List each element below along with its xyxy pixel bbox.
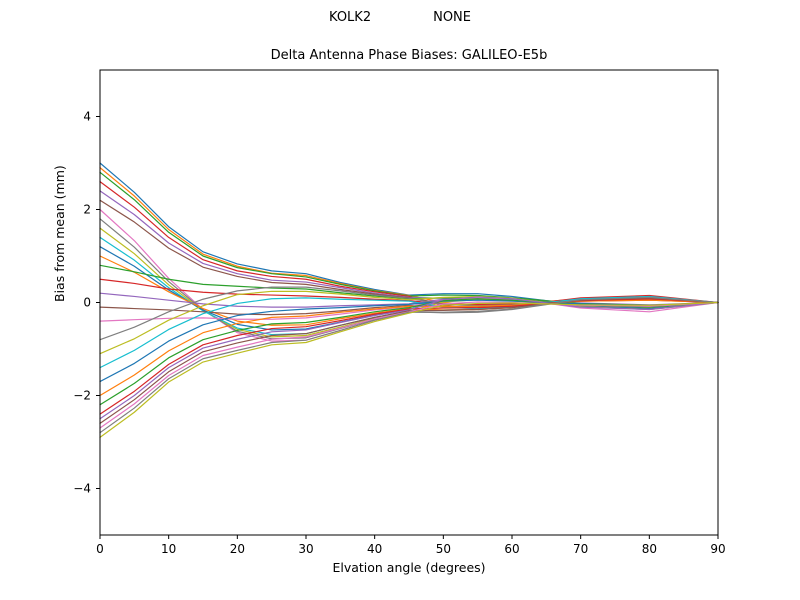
chart-title: Delta Antenna Phase Biases: GALILEO-E5b <box>270 48 548 63</box>
series-line <box>99 301 719 438</box>
series-line <box>99 255 719 326</box>
x-tick-label: 10 <box>161 542 176 556</box>
x-tick-label: 20 <box>230 542 245 556</box>
y-tick-label: 2 <box>83 203 91 217</box>
antenna-label: NONE <box>433 10 471 25</box>
y-tick-label: 4 <box>83 110 91 124</box>
series-line <box>99 162 719 309</box>
y-tick-label: 0 <box>83 296 91 310</box>
x-tick-label: 30 <box>298 542 313 556</box>
series-line <box>99 299 719 397</box>
x-tick-label: 40 <box>367 542 382 556</box>
series-line <box>99 167 719 307</box>
y-tick-label: −4 <box>73 482 91 496</box>
series-line <box>99 236 719 336</box>
station-label: KOLK2 <box>329 10 372 25</box>
x-axis-label: Elvation angle (degrees) <box>332 560 486 575</box>
x-tick-label: 60 <box>504 542 519 556</box>
series-line <box>99 297 719 424</box>
series-line <box>99 264 719 306</box>
series-line <box>99 218 719 340</box>
x-tick-label: 80 <box>642 542 657 556</box>
y-tick-label: −2 <box>73 389 91 403</box>
series-line <box>99 298 719 415</box>
series-line <box>99 296 719 420</box>
series-line <box>99 298 719 406</box>
x-tick-label: 70 <box>573 542 588 556</box>
x-tick-label: 50 <box>436 542 451 556</box>
series-line <box>99 171 719 307</box>
figure-suptitle: KOLK2 NONE <box>0 10 800 25</box>
x-tick-label: 0 <box>96 542 104 556</box>
x-tick-label: 90 <box>710 542 725 556</box>
series-line <box>99 190 719 306</box>
series-line <box>99 208 719 342</box>
